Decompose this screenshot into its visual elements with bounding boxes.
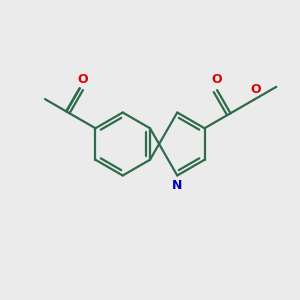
Text: N: N bbox=[172, 179, 182, 192]
Text: O: O bbox=[251, 83, 261, 96]
Text: O: O bbox=[212, 73, 222, 85]
Text: O: O bbox=[78, 73, 88, 85]
